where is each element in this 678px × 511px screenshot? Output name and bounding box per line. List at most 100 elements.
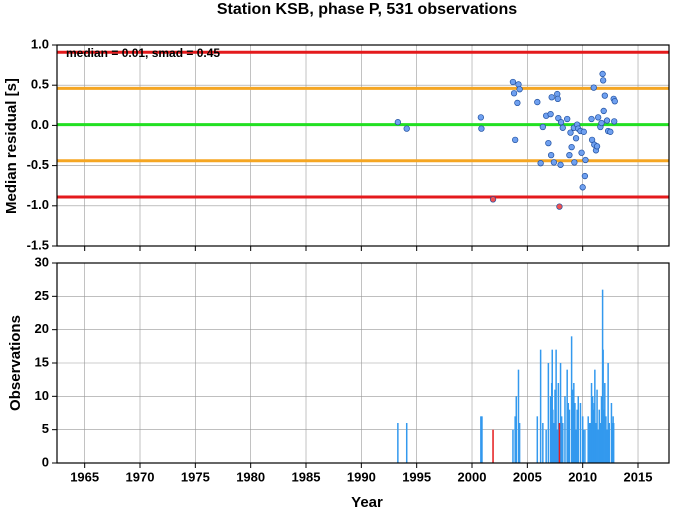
- bar: [612, 423, 615, 463]
- y-axis-label: Observations: [7, 315, 24, 411]
- point: [572, 135, 580, 142]
- point: [548, 94, 555, 101]
- bar: [536, 416, 539, 463]
- bar: [515, 396, 518, 463]
- point: [566, 151, 573, 159]
- y-tick-label: 5: [42, 421, 49, 436]
- bar: [577, 396, 580, 463]
- point: [545, 139, 552, 147]
- y-tick-label: 1.0: [31, 36, 49, 51]
- bar: [514, 416, 516, 463]
- bar: [564, 396, 566, 463]
- x-tick-label: 1980: [236, 469, 265, 484]
- bar: [517, 369, 520, 463]
- x-tick-label: 1990: [347, 469, 376, 484]
- bar: [542, 423, 544, 463]
- y-tick-label: 25: [35, 288, 49, 303]
- bar: [551, 349, 553, 463]
- plot-frame: [56, 44, 670, 247]
- bar: [560, 416, 563, 463]
- bar: [588, 423, 591, 463]
- bar: [595, 423, 597, 463]
- bar: [604, 383, 606, 463]
- bar: [552, 409, 554, 463]
- plot-frame: [56, 262, 670, 464]
- bar: [608, 423, 610, 463]
- bar: [605, 416, 607, 463]
- y-tick-label: 20: [35, 321, 49, 336]
- bar: [518, 423, 521, 463]
- bar: [557, 383, 560, 463]
- bar: [559, 363, 562, 463]
- point: [557, 119, 565, 126]
- point: [514, 99, 521, 107]
- bar: [570, 336, 573, 463]
- bar: [481, 416, 483, 463]
- point: [567, 129, 574, 136]
- bar: [594, 369, 596, 463]
- bar: [584, 429, 586, 463]
- bar: [555, 349, 557, 463]
- x-tick-label: 2000: [458, 469, 487, 484]
- bar: [600, 396, 603, 463]
- bar: [547, 363, 550, 463]
- point: [547, 110, 554, 118]
- point: [516, 86, 523, 93]
- point: [568, 143, 575, 151]
- bar: [558, 423, 561, 463]
- point: [512, 136, 519, 144]
- x-tick-label: 2005: [513, 469, 542, 484]
- bar: [602, 349, 604, 463]
- point: [554, 95, 561, 103]
- bar: [591, 396, 594, 463]
- x-tick-label: 1985: [292, 469, 321, 484]
- y-tick-label: -1.5: [27, 237, 49, 252]
- bar: [576, 409, 578, 463]
- y-tick-label: 15: [35, 354, 49, 369]
- point: [600, 107, 607, 115]
- bar: [589, 423, 592, 463]
- point: [534, 98, 541, 106]
- bar: [554, 389, 556, 463]
- point: [582, 156, 589, 164]
- bar: [590, 383, 593, 463]
- x-tick-label: 1995: [402, 469, 431, 484]
- bar: [597, 429, 599, 463]
- bar: [549, 396, 552, 463]
- point: [547, 151, 555, 159]
- y-tick-label: 0: [42, 454, 49, 469]
- point: [590, 84, 597, 91]
- y-axis-label: Median residual [s]: [3, 78, 20, 214]
- point: [550, 159, 558, 166]
- point: [537, 160, 544, 167]
- bar: [492, 429, 494, 463]
- bar: [574, 403, 576, 463]
- point: [478, 125, 485, 132]
- point: [578, 149, 585, 156]
- bar: [562, 423, 564, 463]
- bar: [567, 403, 570, 463]
- bar: [573, 383, 575, 463]
- bar: [607, 363, 609, 463]
- point: [581, 172, 589, 180]
- point: [571, 159, 578, 166]
- bar: [545, 429, 547, 463]
- x-tick-label: 1970: [126, 469, 155, 484]
- point: [611, 118, 618, 125]
- x-tick-label: 2015: [624, 469, 653, 484]
- point: [579, 184, 586, 191]
- point: [607, 128, 614, 135]
- point: [599, 70, 606, 78]
- point: [477, 114, 485, 121]
- x-tick-label: 1965: [70, 469, 99, 484]
- bar: [539, 349, 542, 463]
- bar: [556, 429, 558, 463]
- point: [556, 203, 563, 210]
- y-tick-label: 0.0: [31, 117, 49, 132]
- bar: [480, 416, 482, 463]
- bar: [582, 429, 584, 463]
- bar: [397, 423, 399, 463]
- point: [489, 196, 497, 203]
